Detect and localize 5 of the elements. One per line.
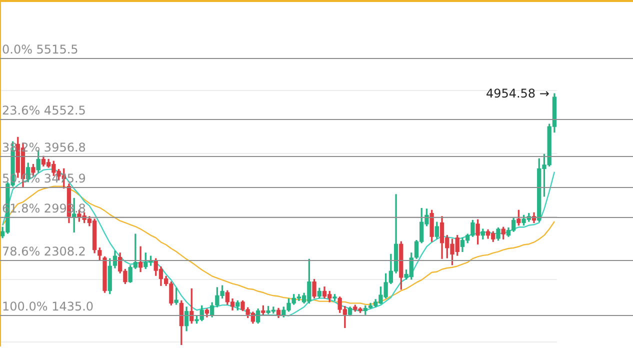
- ref-line-label: 78.6% 2308.2: [2, 244, 86, 259]
- ref-line-label: 23.6% 4552.5: [2, 104, 86, 118]
- ref-line-label: 100.0% 1435.0: [2, 300, 94, 314]
- ref-line-label: 0.0% 5515.5: [2, 42, 78, 57]
- annotation: 4954.58 →: [486, 86, 550, 101]
